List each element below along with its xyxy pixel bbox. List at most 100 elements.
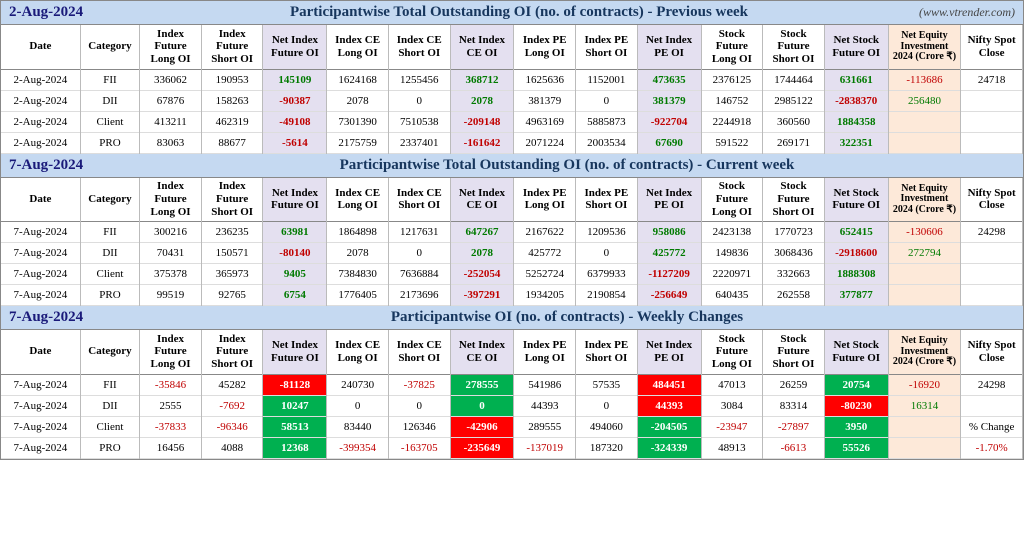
cell-category: DII: [80, 90, 139, 111]
cell-value: 149836: [701, 243, 763, 264]
cell-value: 24298: [961, 374, 1023, 395]
cell-category: FII: [80, 374, 139, 395]
cell-value: 278555: [450, 374, 514, 395]
cell-date: 7-Aug-2024: [1, 285, 80, 306]
cell-value: 16456: [140, 437, 202, 458]
table-row: 7-Aug-2024PRO995199276567541776405217369…: [1, 285, 1023, 306]
cell-value: -5614: [263, 132, 327, 153]
col-header: Index Future Long OI: [140, 178, 202, 222]
section-date: 7-Aug-2024: [9, 309, 119, 326]
cell-value: 63981: [263, 222, 327, 243]
col-header: Index Future Long OI: [140, 25, 202, 69]
cell-value: 3950: [824, 416, 888, 437]
cell-value: 375378: [140, 264, 202, 285]
cell-value: 44393: [637, 395, 701, 416]
col-header: Category: [80, 178, 139, 222]
cell-value: 7301390: [327, 111, 389, 132]
table-row: 2-Aug-2024DII67876158263-903872078020783…: [1, 90, 1023, 111]
oi-table: DateCategoryIndex Future Long OIIndex Fu…: [1, 25, 1023, 154]
col-header: Index Future Short OI: [201, 178, 263, 222]
col-header: Index CE Long OI: [327, 25, 389, 69]
col-header: Nifty Spot Close: [961, 178, 1023, 222]
cell-value: 16314: [888, 395, 961, 416]
cell-value: 24298: [961, 222, 1023, 243]
cell-value: -80230: [824, 395, 888, 416]
cell-value: 0: [450, 395, 514, 416]
section-date: 2-Aug-2024: [9, 4, 119, 21]
cell-date: 7-Aug-2024: [1, 264, 80, 285]
cell-value: 1776405: [327, 285, 389, 306]
cell-category: Client: [80, 111, 139, 132]
cell-value: -2918600: [824, 243, 888, 264]
cell-value: -27897: [763, 416, 825, 437]
col-header: Category: [80, 25, 139, 69]
col-header: Nifty Spot Close: [961, 25, 1023, 69]
cell-category: DII: [80, 243, 139, 264]
cell-value: 289555: [514, 416, 576, 437]
cell-value: 1770723: [763, 222, 825, 243]
cell-value: 3084: [701, 395, 763, 416]
col-header: Net Index PE OI: [637, 25, 701, 69]
cell-value: 24718: [961, 69, 1023, 90]
col-header: Net Index PE OI: [637, 178, 701, 222]
cell-value: -81128: [263, 374, 327, 395]
section-title-bar: 2-Aug-2024Participantwise Total Outstand…: [1, 1, 1023, 25]
oi-table: DateCategoryIndex Future Long OIIndex Fu…: [1, 178, 1023, 307]
oi-report: 2-Aug-2024Participantwise Total Outstand…: [0, 0, 1024, 460]
cell-value: 1624168: [327, 69, 389, 90]
cell-value: 55526: [824, 437, 888, 458]
cell-value: 2003534: [576, 132, 638, 153]
cell-value: -113686: [888, 69, 961, 90]
cell-value: 1934205: [514, 285, 576, 306]
cell-value: -922704: [637, 111, 701, 132]
cell-value: 57535: [576, 374, 638, 395]
section-date: 7-Aug-2024: [9, 157, 119, 174]
cell-value: 190953: [201, 69, 263, 90]
oi-table: DateCategoryIndex Future Long OIIndex Fu…: [1, 330, 1023, 459]
table-row: 7-Aug-2024FII300216236235639811864898121…: [1, 222, 1023, 243]
cell-value: 7510538: [388, 111, 450, 132]
cell-value: 7636884: [388, 264, 450, 285]
col-header: Index CE Short OI: [388, 178, 450, 222]
cell-value: 0: [388, 395, 450, 416]
cell-value: -130606: [888, 222, 961, 243]
cell-value: 83063: [140, 132, 202, 153]
cell-value: 262558: [763, 285, 825, 306]
cell-date: 2-Aug-2024: [1, 111, 80, 132]
section-title-bar: 7-Aug-2024Participantwise OI (no. of con…: [1, 306, 1023, 330]
cell-value: 2071224: [514, 132, 576, 153]
cell-value: 70431: [140, 243, 202, 264]
cell-value: 10247: [263, 395, 327, 416]
cell-value: [961, 264, 1023, 285]
cell-value: 336062: [140, 69, 202, 90]
cell-value: -1127209: [637, 264, 701, 285]
col-header: Date: [1, 330, 80, 374]
cell-value: 145109: [263, 69, 327, 90]
table-row: 7-Aug-2024Client375378365973940573848307…: [1, 264, 1023, 285]
cell-value: -23947: [701, 416, 763, 437]
cell-value: 591522: [701, 132, 763, 153]
col-header: Net Stock Future OI: [824, 330, 888, 374]
cell-value: [961, 90, 1023, 111]
cell-value: 99519: [140, 285, 202, 306]
col-header: Category: [80, 330, 139, 374]
col-header: Index CE Short OI: [388, 25, 450, 69]
cell-value: 494060: [576, 416, 638, 437]
cell-value: 9405: [263, 264, 327, 285]
cell-value: 158263: [201, 90, 263, 111]
cell-value: 5252724: [514, 264, 576, 285]
cell-value: 631661: [824, 69, 888, 90]
cell-value: -42906: [450, 416, 514, 437]
cell-value: 473635: [637, 69, 701, 90]
table-row: 2-Aug-2024FII336062190953145109162416812…: [1, 69, 1023, 90]
cell-value: 425772: [514, 243, 576, 264]
cell-value: 83314: [763, 395, 825, 416]
cell-value: 5885873: [576, 111, 638, 132]
col-header: Index PE Short OI: [576, 330, 638, 374]
col-header: Stock Future Long OI: [701, 25, 763, 69]
cell-value: 47013: [701, 374, 763, 395]
cell-value: -35846: [140, 374, 202, 395]
cell-value: [888, 132, 961, 153]
table-row: 7-Aug-2024PRO16456408812368-399354-16370…: [1, 437, 1023, 458]
cell-value: 332663: [763, 264, 825, 285]
